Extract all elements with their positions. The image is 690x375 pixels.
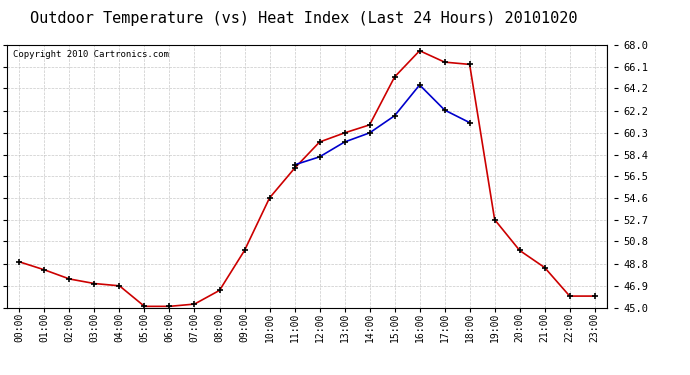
Text: Outdoor Temperature (vs) Heat Index (Last 24 Hours) 20101020: Outdoor Temperature (vs) Heat Index (Las… xyxy=(30,11,578,26)
Text: Copyright 2010 Cartronics.com: Copyright 2010 Cartronics.com xyxy=(13,50,169,59)
